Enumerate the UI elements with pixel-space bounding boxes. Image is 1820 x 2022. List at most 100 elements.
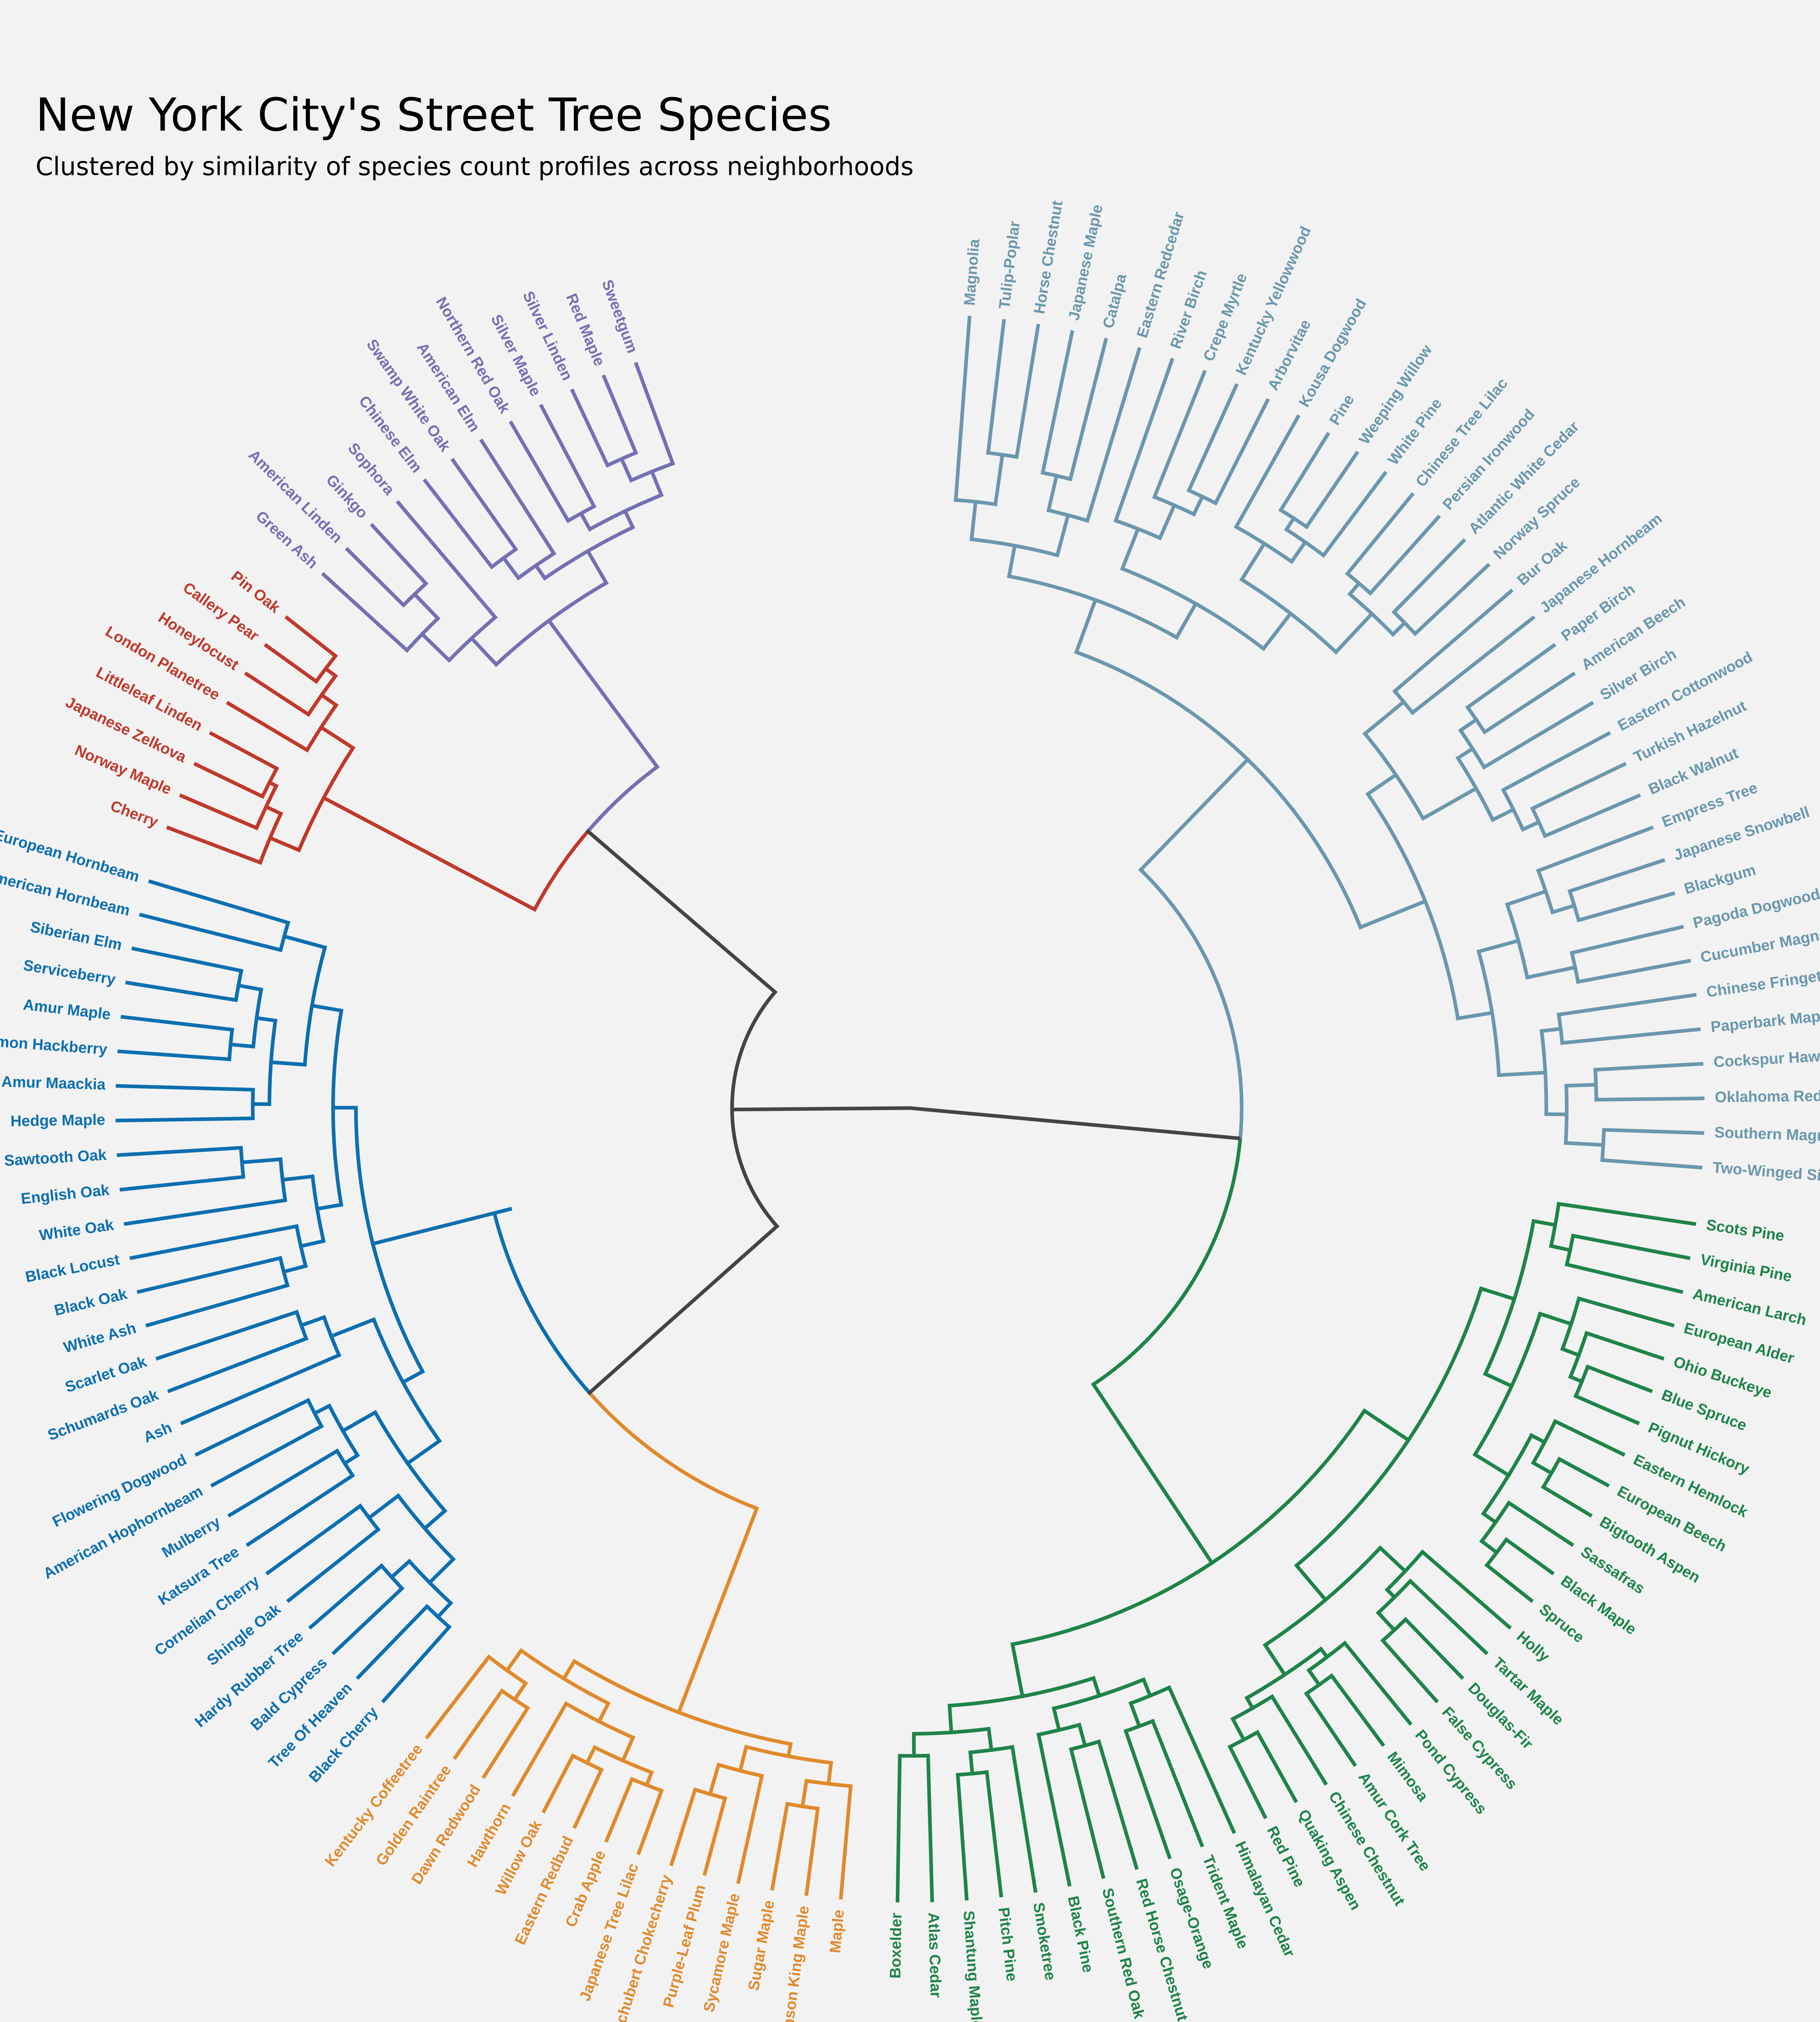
leaf-label-catalpa: Catalpa — [1100, 272, 1130, 330]
branch-steel-branch — [1367, 514, 1441, 596]
leaf-label-magnolia: Magnolia — [961, 238, 983, 306]
branch-steel-branch — [1576, 958, 1691, 984]
leaf-label-white-oak: White Oak — [38, 1216, 115, 1244]
branch-steel-branch — [1347, 581, 1362, 597]
branch-blue-branch — [400, 1369, 425, 1385]
branch-steel-branch — [1074, 597, 1098, 655]
branch-green-branch — [1010, 1745, 1038, 1893]
branch-green-branch — [1504, 1537, 1555, 1576]
branch-green-branch — [948, 1703, 953, 1734]
branch-red-branch — [179, 793, 259, 831]
branch-steel-branch — [1014, 324, 1040, 459]
branch-green-branch — [1420, 1549, 1512, 1630]
branch-steel-branch — [1458, 717, 1479, 733]
leaf-label-common-hackberry: Common Hackberry — [0, 1031, 108, 1058]
leaf-label-amur-maple: Amur Maple — [22, 996, 112, 1023]
branch-blue-branch — [389, 1559, 412, 1580]
branch-green-branch — [1128, 1701, 1142, 1729]
branch-orange-stem — [727, 1506, 760, 1583]
leaf-label-blackgum: Blackgum — [1682, 861, 1758, 898]
branch-blue-branch — [123, 1198, 288, 1226]
leaf-label-scarlet-oak: Scarlet Oak — [63, 1353, 149, 1396]
branch-green-branch — [1362, 1408, 1411, 1443]
branch-steel-branch — [1550, 903, 1577, 915]
leaf-label-southern-magnolia: Southern Magnolia — [1714, 1124, 1820, 1146]
leaf-label-pine: Pine — [1326, 391, 1358, 428]
branch-blue-branch — [116, 1146, 243, 1157]
branch-green-branch — [1378, 1545, 1408, 1574]
branch-green-branch — [1010, 1642, 1025, 1698]
branch-orange-branch — [541, 1753, 576, 1814]
branch-green-branch — [985, 1770, 1003, 1897]
branch-steel-branch — [1234, 414, 1301, 529]
branch-blue-branch — [131, 946, 243, 973]
branch-blue-branch — [298, 1239, 326, 1248]
leaf-label-atlas-cedar: Atlas Cedar — [925, 1912, 944, 1998]
branch-blue-branch — [136, 1256, 283, 1294]
branch-steel-branch — [1392, 588, 1514, 694]
leaf-label-black-pine: Black Pine — [1064, 1895, 1096, 1974]
branch-green-branch — [1077, 1722, 1088, 1748]
leaf-label-flowering-dogwood: Flowering Dogwood — [50, 1451, 189, 1531]
branch-green-branch — [1052, 1706, 1061, 1732]
leaf-label-european-alder: European Alder — [1682, 1320, 1796, 1367]
branch-steel-stem — [1138, 859, 1152, 873]
branch-red-branch — [209, 731, 279, 771]
branch-steel-branch — [1410, 615, 1536, 715]
branch-steel-branch — [969, 499, 978, 541]
branch-orange-branch — [800, 1779, 809, 1809]
branch-steel-branch — [1593, 1062, 1704, 1072]
leaf-label-ginkgo: Ginkgo — [323, 472, 371, 522]
branch-orange-stem — [676, 1578, 732, 1715]
branch-blue-branch — [167, 1336, 309, 1394]
branch-steel-branch — [954, 315, 971, 502]
branch-purple-branch — [370, 523, 429, 586]
leaf-label-virginia-pine: Virginia Pine — [1699, 1251, 1793, 1286]
branch-blue-branch — [116, 1084, 255, 1092]
branch-steel-branch — [1490, 807, 1516, 823]
leaf-label-hawthorn: Hawthorn — [464, 1800, 514, 1870]
branch-steel-branch — [1358, 899, 1428, 930]
branch-green-branch — [1141, 1677, 1153, 1698]
branch-blue-branch — [427, 1557, 456, 1585]
branch-green-branch — [986, 1726, 994, 1752]
branch-green-branch — [1577, 1296, 1675, 1328]
branch-steel-branch — [1564, 1141, 1605, 1147]
leaf-label-sweetgum: Sweetgum — [598, 277, 641, 355]
branch-green-branch — [1380, 1638, 1439, 1704]
branch-orange-branch — [481, 1705, 531, 1779]
branch-green-branch — [1584, 1330, 1665, 1361]
branch-blue-branch — [282, 934, 327, 950]
branch-green-branch — [1530, 1460, 1554, 1476]
branch-green-branch — [1564, 1262, 1684, 1294]
branch-root-upper-stem — [585, 829, 778, 995]
branch-steel-branch — [1520, 820, 1541, 832]
branch-steel-branch — [1505, 889, 1548, 907]
branch-steel-branch — [1158, 503, 1177, 541]
branch-purple-branch — [479, 438, 557, 556]
branch-green-branch — [1549, 1244, 1572, 1252]
chart-subtitle: Clustered by similarity of species count… — [36, 152, 914, 181]
branch-green-branch — [1529, 1433, 1547, 1445]
branch-green-branch — [1342, 1640, 1413, 1726]
branch-orange-branch — [786, 1742, 793, 1759]
leaf-label-tulip-poplar: Tulip-Poplar — [996, 220, 1024, 310]
branch-green-branch — [1230, 1716, 1246, 1742]
branch-orange-branch — [703, 1796, 728, 1876]
branch-red-branch — [267, 780, 279, 789]
leaf-label-american-linden: American Linden — [245, 446, 345, 546]
branch-steel-branch — [1481, 701, 1594, 770]
branch-purple-stem — [631, 732, 660, 770]
branch-blue-branch — [381, 1624, 452, 1704]
branch-green-branch — [926, 1753, 934, 1902]
branch-purple-branch — [601, 374, 639, 455]
branch-orange-branch — [425, 1654, 491, 1740]
branch-blue-branch — [119, 1175, 245, 1192]
branch-purple-branch — [419, 631, 452, 663]
branch-blue-stem — [370, 1207, 512, 1246]
branch-steel-branch — [1412, 563, 1491, 637]
branch-green-branch — [1573, 1394, 1640, 1426]
branch-purple-branch — [345, 547, 406, 608]
branch-orange-branch — [561, 1658, 577, 1681]
branch-steel-branch — [1525, 965, 1577, 980]
